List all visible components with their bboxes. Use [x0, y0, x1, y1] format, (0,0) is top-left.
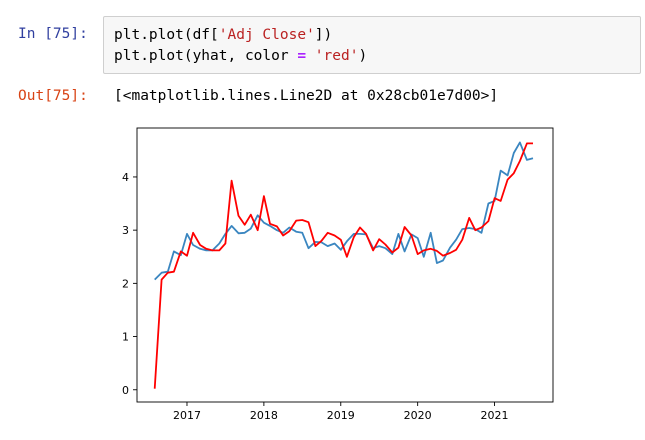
y-tick-label: 2	[122, 277, 129, 290]
code-token: plt.plot(df[	[114, 27, 219, 43]
code-token: ])	[314, 27, 333, 43]
series-line-1	[154, 141, 534, 281]
series-line-2	[153, 142, 533, 389]
code-token: plt.plot(yhat, color	[114, 48, 298, 64]
code-string-token: 'Adj Close'	[218, 27, 315, 43]
code-input-area[interactable]: plt.plot(df['Adj Close']) plt.plot(yhat,…	[103, 16, 641, 74]
x-tick-label: 2021	[481, 409, 509, 422]
code-token	[306, 48, 315, 64]
input-prompt: In [75]:	[18, 26, 88, 42]
y-tick-label: 4	[122, 171, 129, 184]
x-tick-label: 2017	[173, 409, 201, 422]
y-tick-label: 1	[122, 331, 129, 344]
code-token: )	[358, 48, 368, 64]
code-string-token: 'red'	[314, 48, 359, 64]
code-operator-token: =	[297, 48, 307, 64]
code-line-1: plt.plot(df['Adj Close'])	[114, 25, 332, 45]
output-prompt: Out[75]:	[18, 88, 88, 104]
x-tick-label: 2018	[250, 409, 278, 422]
x-tick-label: 2019	[327, 409, 355, 422]
line-chart: 2017 2018 2019 2020 2021 0 1 2 3 4	[122, 127, 554, 422]
output-text: [<matplotlib.lines.Line2D at 0x28cb01e7d…	[114, 88, 499, 104]
code-line-2: plt.plot(yhat, color = 'red')	[114, 46, 367, 66]
axes-frame	[136, 127, 554, 403]
y-tick-label: 0	[122, 384, 129, 397]
x-tick-label: 2020	[404, 409, 432, 422]
y-tick-label: 3	[122, 224, 129, 237]
